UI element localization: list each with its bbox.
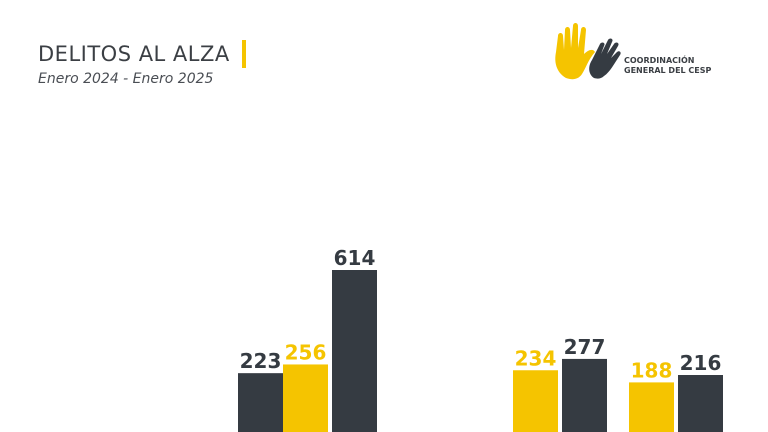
value-label-group-1-series-2: 223 [240, 349, 282, 373]
cesp-logo: COORDINACIÓN GENERAL DEL CESP [552, 22, 742, 82]
bar-group-2-series-2 [332, 270, 377, 432]
logo-line-1: COORDINACIÓN [624, 56, 695, 65]
value-label-group-2-series-2: 614 [334, 246, 376, 270]
page-title: DELITOS AL ALZA [38, 42, 230, 66]
hands-icon [555, 23, 621, 80]
header: DELITOS AL ALZA Enero 2024 - Enero 2025 [38, 40, 246, 87]
bar-group-2-series-1 [283, 364, 328, 432]
title-accent-bar [241, 40, 246, 68]
value-label-group-4-series-1: 234 [515, 346, 557, 370]
value-label-group-5-series-2: 216 [680, 351, 722, 375]
logo-text: COORDINACIÓN GENERAL DEL CESP [624, 56, 711, 76]
value-label-group-2-series-1: 256 [285, 340, 327, 364]
bar-group-4-series-1 [513, 370, 558, 432]
value-label-group-4-series-2: 277 [564, 335, 606, 359]
bar-group-1-series-2 [238, 373, 283, 432]
logo-line-2: GENERAL DEL CESP [624, 66, 712, 75]
bar-group-5-series-1 [629, 382, 674, 432]
bar-group-5-series-2 [678, 375, 723, 432]
value-label-group-5-series-1: 188 [631, 358, 673, 382]
page-subtitle: Enero 2024 - Enero 2025 [38, 71, 214, 87]
bar-group-4-series-2 [562, 358, 607, 432]
